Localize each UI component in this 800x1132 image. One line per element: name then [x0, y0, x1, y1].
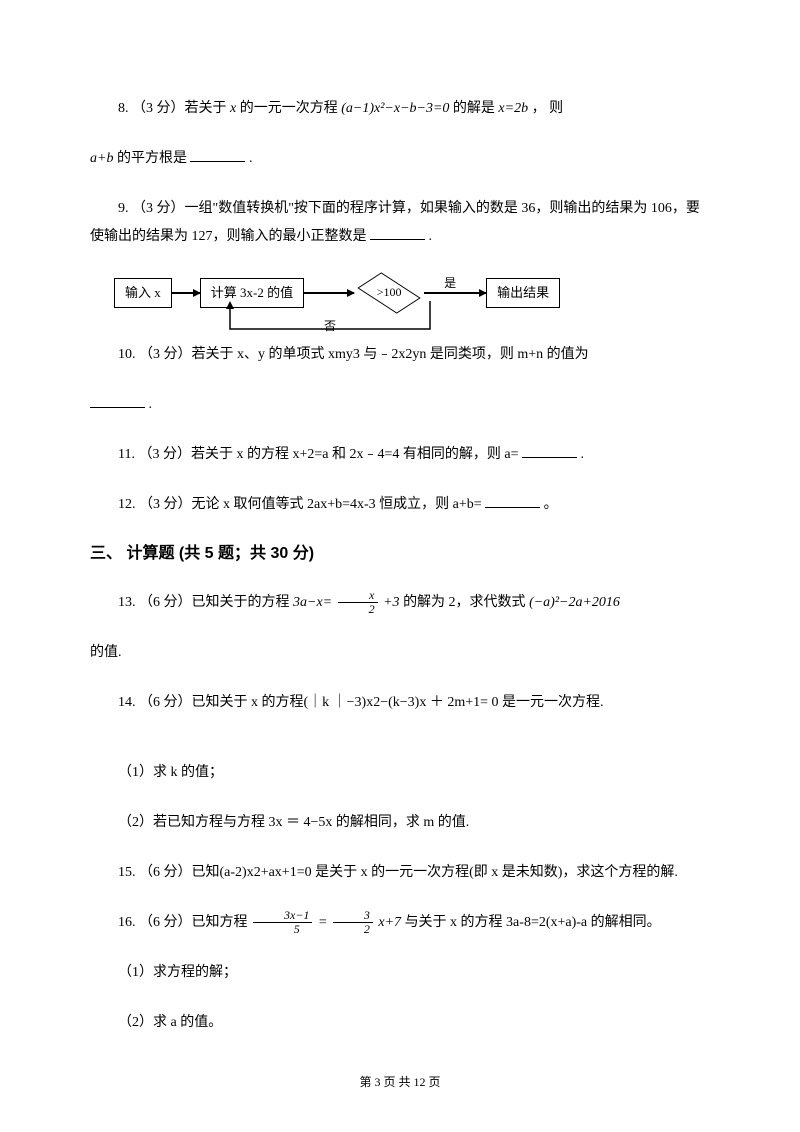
section-3-heading: 三、 计算题 (共 5 题；共 30 分): [90, 541, 710, 567]
fc-input: 输入 x: [114, 278, 172, 309]
q13-frac-num: x: [338, 589, 378, 603]
question-8: 8. （3 分）若关于 x 的一元一次方程 (a−1)x²−x−b−3=0 的解…: [90, 95, 710, 123]
q11-blank: [522, 444, 577, 458]
q12-period: 。: [544, 497, 558, 512]
fc-no: 否: [324, 317, 336, 336]
q16-f2-den: 2: [333, 923, 373, 936]
q11-period: .: [581, 447, 585, 462]
question-12: 12. （3 分）无论 x 取何值等式 2ax+b=4x-3 恒成立，则 a+b…: [90, 491, 710, 519]
q11-text: 11. （3 分）若关于 x 的方程 x+2=a 和 2x﹣4=4 有相同的解，…: [118, 447, 519, 462]
q8-ab: a+b: [90, 151, 113, 166]
q8-prefix: 8. （3 分）若关于: [118, 101, 230, 116]
q13-prefix: 13. （6 分）已知关于的方程: [118, 595, 293, 610]
q16-f2-num: 3: [333, 909, 373, 923]
question-14-sub1: （1）求 k 的值；: [90, 759, 710, 787]
fc-output: 输出结果: [486, 278, 560, 309]
fc-yes: 是: [444, 274, 456, 293]
question-16: 16. （6 分）已知方程 3x−1 5 = 3 2 x+7 与关于 x 的方程…: [90, 909, 710, 937]
page-footer: 第 3 页 共 12 页: [0, 1073, 800, 1092]
q12-blank: [485, 494, 540, 508]
q13-frac: x 2: [338, 589, 378, 616]
q13-frac-den: 2: [338, 603, 378, 616]
q8-post: 的平方根是: [117, 151, 187, 166]
question-16-sub2: （2）求 a 的值。: [90, 1009, 710, 1037]
q16-f1-num: 3x−1: [253, 909, 312, 923]
q16-prefix: 16. （6 分）已知方程: [118, 915, 251, 930]
q16-tail: x+7: [378, 915, 401, 930]
q8-x: x: [230, 101, 236, 116]
question-14: 14. （6 分）已知关于 x 的方程(｜k ｜−3)x2−(k−3)x ＋ 2…: [90, 689, 710, 717]
q8-blank: [190, 148, 245, 162]
q8-period: .: [249, 151, 253, 166]
question-10: 10. （3 分）若关于 x、y 的单项式 xmy3 与﹣2x2yn 是同类项，…: [90, 341, 710, 369]
fc-return-path: [210, 301, 490, 343]
question-16-sub1: （1）求方程的解；: [90, 959, 710, 987]
q10-blank: [90, 394, 145, 408]
question-13-line2: 的值.: [90, 639, 710, 667]
flowchart: 输入 x 计算 3x-2 的值 >100 是 输出结果 否: [114, 273, 710, 313]
q10-period: .: [149, 397, 153, 412]
q16-eq: =: [318, 915, 327, 930]
q8-mid1: 的一元一次方程: [240, 101, 342, 116]
q13-mid: 的解为 2，求代数式: [403, 595, 529, 610]
q16-frac2: 3 2: [333, 909, 373, 936]
q10-text: 10. （3 分）若关于 x、y 的单项式 xmy3 与﹣2x2yn 是同类项，…: [118, 347, 589, 362]
fc-arrow-2: [304, 292, 354, 294]
q13-eq-right: +3: [383, 595, 399, 610]
question-8-line2: a+b 的平方根是 .: [90, 145, 710, 173]
q13-expr: (−a)²−2a+2016: [529, 595, 620, 610]
fc-cond-text: >100: [377, 283, 402, 302]
fc-arrow-1: [172, 292, 200, 294]
q16-mid: 与关于 x 的方程 3a-8=2(x+a)-a 的解相同。: [405, 915, 661, 930]
q8-sol: x=2b: [498, 101, 528, 116]
q8-mid3: ， 则: [532, 101, 564, 116]
q12-text: 12. （3 分）无论 x 取何值等式 2ax+b=4x-3 恒成立，则 a+b…: [118, 497, 482, 512]
q13-eq-left: 3a−x=: [293, 595, 332, 610]
q8-mid2: 的解是: [453, 101, 499, 116]
question-10-blank-line: .: [90, 391, 710, 419]
q16-f1-den: 5: [253, 923, 312, 936]
q16-frac1: 3x−1 5: [253, 909, 312, 936]
q9-period: .: [429, 229, 433, 244]
q9-blank: [370, 226, 425, 240]
question-11: 11. （3 分）若关于 x 的方程 x+2=a 和 2x﹣4=4 有相同的解，…: [90, 441, 710, 469]
question-14-sub2: （2）若已知方程与方程 3x ＝ 4−5x 的解相同，求 m 的值.: [90, 809, 710, 837]
question-9: 9. （3 分）一组"数值转换机"按下面的程序计算，如果输入的数是 36，则输出…: [90, 195, 710, 251]
q8-eq: (a−1)x²−x−b−3=0: [341, 101, 449, 116]
question-13: 13. （6 分）已知关于的方程 3a−x= x 2 +3 的解为 2，求代数式…: [90, 589, 710, 617]
question-15: 15. （6 分）已知(a-2)x2+ax+1=0 是关于 x 的一元一次方程(…: [90, 859, 710, 887]
